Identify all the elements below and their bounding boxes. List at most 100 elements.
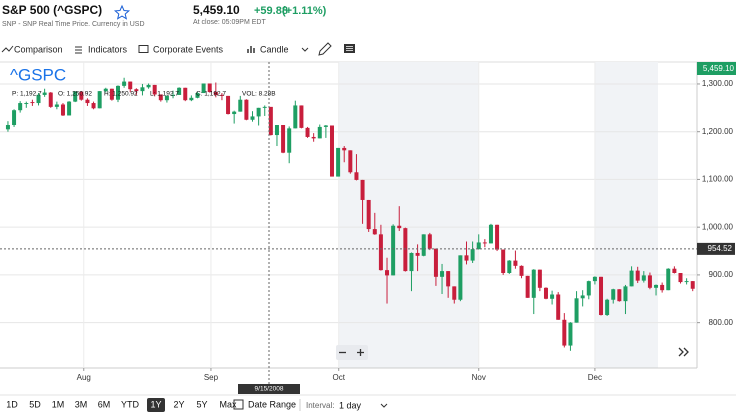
events-button[interactable]: Corporate Events: [153, 44, 224, 54]
readout: P: 1,192.7 O: 1,250.92 H: 1,250.92 L: 1,192…: [12, 91, 276, 98]
candle-body: [470, 249, 475, 261]
candle-body: [360, 179, 365, 200]
crosshair-date-label: 9/15/2008: [255, 386, 284, 393]
candle-body: [660, 284, 665, 291]
candle-body: [79, 91, 84, 100]
crosshair-price-label: 954.52: [708, 244, 733, 253]
zoom-control: [336, 345, 368, 360]
candle-body: [409, 252, 414, 272]
candle-body: [85, 99, 90, 104]
candle-body: [495, 224, 500, 250]
range-button[interactable]: 6M: [98, 399, 111, 409]
candle-body: [378, 234, 383, 271]
range-button[interactable]: YTD: [121, 399, 140, 409]
candle-body: [226, 95, 231, 115]
candle-body: [580, 295, 585, 299]
candle-body: [311, 136, 316, 139]
candle-body: [122, 81, 127, 86]
candle-body: [60, 104, 65, 116]
quote-change: +59.88: [254, 5, 288, 17]
candle-body: [305, 127, 310, 137]
candle-body: [128, 81, 133, 90]
candle-body: [207, 83, 212, 93]
candles: [5, 77, 695, 351]
candle-body: [647, 275, 652, 288]
range-button[interactable]: Max: [219, 399, 237, 409]
icon: [75, 46, 82, 54]
interval-value[interactable]: 1 day: [339, 400, 362, 410]
x-tick-label: Oct: [332, 373, 345, 382]
candle-body: [666, 268, 671, 291]
candle-body: [262, 106, 267, 108]
readout-item: L: 1,192.7: [150, 91, 179, 98]
candle-body: [421, 234, 426, 256]
y-tick-label: 1,300.00: [702, 79, 734, 88]
candle-body: [586, 281, 591, 296]
candle-body: [690, 281, 695, 289]
range-button[interactable]: 5Y: [196, 399, 207, 409]
quote-change-pct: (+1.11%): [282, 5, 327, 17]
readout-item: C: 1,192.7: [196, 91, 226, 98]
candle-body: [24, 103, 29, 105]
candle-body: [103, 88, 108, 92]
candle-body: [152, 84, 157, 95]
candle-body: [507, 260, 512, 274]
range-button[interactable]: 2Y: [173, 399, 184, 409]
last-price-tag: [697, 62, 736, 75]
candle-body: [323, 125, 328, 127]
candle-body: [354, 172, 359, 180]
y-tick-label: 1,200.00: [702, 127, 734, 136]
candle-body: [635, 270, 640, 281]
readout-item: O: 1,250.92: [58, 91, 92, 98]
candle-body: [244, 99, 249, 120]
chart-type-button[interactable]: Candle: [260, 44, 289, 54]
candle-body: [293, 105, 298, 129]
comparison-button[interactable]: Comparison: [14, 44, 63, 54]
y-tick-label: 800.00: [709, 318, 734, 327]
candle-body: [42, 92, 47, 95]
icon: [247, 46, 255, 53]
candle-body: [440, 271, 445, 277]
candle-body: [232, 111, 237, 115]
candle-body: [488, 224, 493, 244]
candle-body: [629, 270, 634, 287]
indicators-button[interactable]: Indicators: [88, 44, 128, 54]
icon: [346, 46, 353, 51]
quote-price: 5,459.10: [193, 3, 240, 17]
candle-body: [568, 322, 573, 346]
icon: [1, 45, 14, 53]
candle-body: [177, 87, 182, 95]
interval-label: Interval:: [306, 401, 334, 410]
draw-icon[interactable]: [318, 42, 332, 56]
candle-body: [464, 255, 469, 261]
last-price-label: 5,459.10: [703, 64, 735, 73]
candle-body: [317, 126, 322, 139]
range-button[interactable]: 3M: [75, 399, 88, 409]
date-range-button[interactable]: Date Range: [248, 399, 296, 409]
range-button[interactable]: 5D: [29, 399, 41, 409]
zoom-in[interactable]: [357, 349, 364, 356]
candle-body: [67, 101, 72, 116]
candle-body: [623, 286, 628, 302]
candle-body: [134, 89, 139, 92]
candle-body: [336, 147, 341, 177]
candle-body: [415, 252, 420, 256]
watch-star[interactable]: [113, 4, 131, 20]
icon: [301, 47, 309, 52]
candle-body: [140, 87, 145, 92]
candle-body: [556, 294, 561, 320]
y-tick-label: 1,000.00: [702, 222, 734, 231]
candle-body: [550, 294, 555, 299]
chart-title: ^GSPC: [10, 65, 66, 84]
range-button[interactable]: 1M: [52, 399, 65, 409]
candle-body: [183, 87, 188, 101]
candle-body: [164, 95, 169, 101]
candle-body: [605, 299, 610, 316]
candle-body: [256, 107, 261, 117]
scroll-right[interactable]: [678, 347, 689, 357]
candle-body: [18, 103, 23, 111]
range-button[interactable]: 1Y: [150, 399, 161, 409]
candle-body: [274, 125, 279, 136]
candle-body: [171, 94, 176, 96]
range-button[interactable]: 1D: [6, 399, 18, 409]
